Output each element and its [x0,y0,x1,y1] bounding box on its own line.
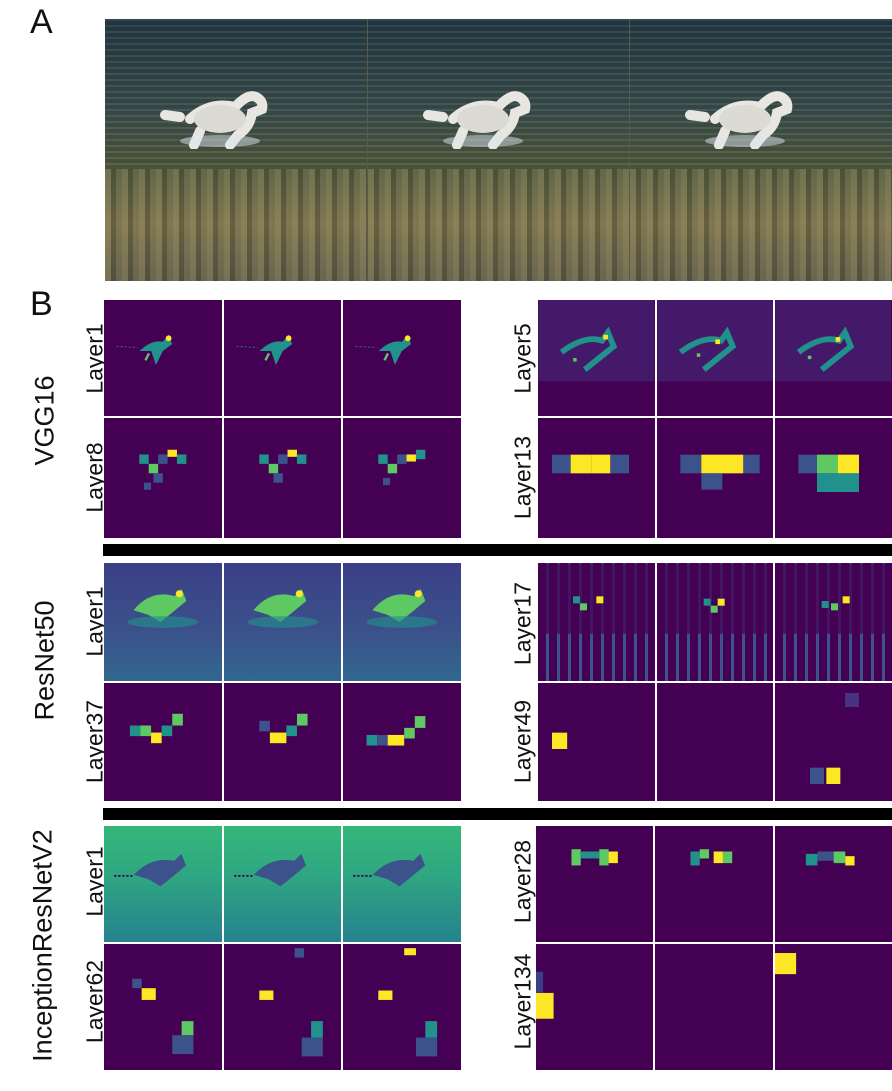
feature-map [104,563,222,681]
layer-label: Layer5 [509,323,536,394]
feature-map [656,300,774,416]
feature-map [223,300,342,416]
feature-map-row [536,944,892,1070]
model-label-resnet50: ResNet50 [29,600,60,721]
feature-map [536,826,654,942]
panel-b-label: B [30,285,53,323]
input-image-strip [105,19,892,281]
feature-map [775,683,892,801]
feature-map [774,944,892,1070]
dog-figure [160,91,268,149]
feature-map-row [104,683,462,801]
model-divider [103,808,892,820]
feature-map [343,563,462,681]
feature-map-row [536,826,892,942]
feature-map-row [104,418,462,538]
feature-map [655,944,773,1070]
model-label-inceptionresnetv2: InceptionResNetV2 [27,829,58,1062]
input-image [367,19,631,281]
feature-map [223,944,342,1070]
feature-map-row [538,418,892,538]
feature-map [343,300,462,416]
feature-map [343,826,462,942]
feature-map-row [538,300,892,416]
feature-map [656,563,774,681]
feature-map [104,418,222,538]
feature-map [538,563,655,681]
feature-map [538,300,655,416]
layer-label: Layer13 [509,435,536,520]
feature-map [655,826,773,942]
feature-map [775,563,892,681]
feature-map-row [538,683,892,801]
feature-map [538,418,655,538]
feature-map [775,300,892,416]
feature-map [104,944,222,1070]
input-image [105,19,368,281]
feature-map-row [104,944,462,1070]
layer-label: Layer134 [509,953,536,1050]
feature-map [223,418,342,538]
feature-map [343,944,462,1070]
panel-a-label: A [30,3,53,41]
feature-map-row [104,826,462,942]
feature-map [104,683,222,801]
feature-map [775,418,892,538]
feature-map [536,944,654,1070]
feature-map [223,826,342,942]
input-image [630,19,892,281]
dog-figure [685,91,793,149]
feature-map [343,683,462,801]
feature-map [656,418,774,538]
model-divider [103,544,892,556]
feature-map-row [104,300,462,416]
feature-map [538,683,655,801]
feature-map-row [104,563,462,681]
feature-map [343,418,462,538]
feature-map [774,826,892,942]
feature-map [656,683,774,801]
dog-figure [422,91,531,149]
feature-map [223,563,342,681]
model-label-vgg16: VGG16 [29,375,60,466]
feature-map [223,683,342,801]
feature-map [104,826,222,942]
feature-map-row [538,563,892,681]
layer-label: Layer49 [509,699,536,784]
feature-map [104,300,222,416]
